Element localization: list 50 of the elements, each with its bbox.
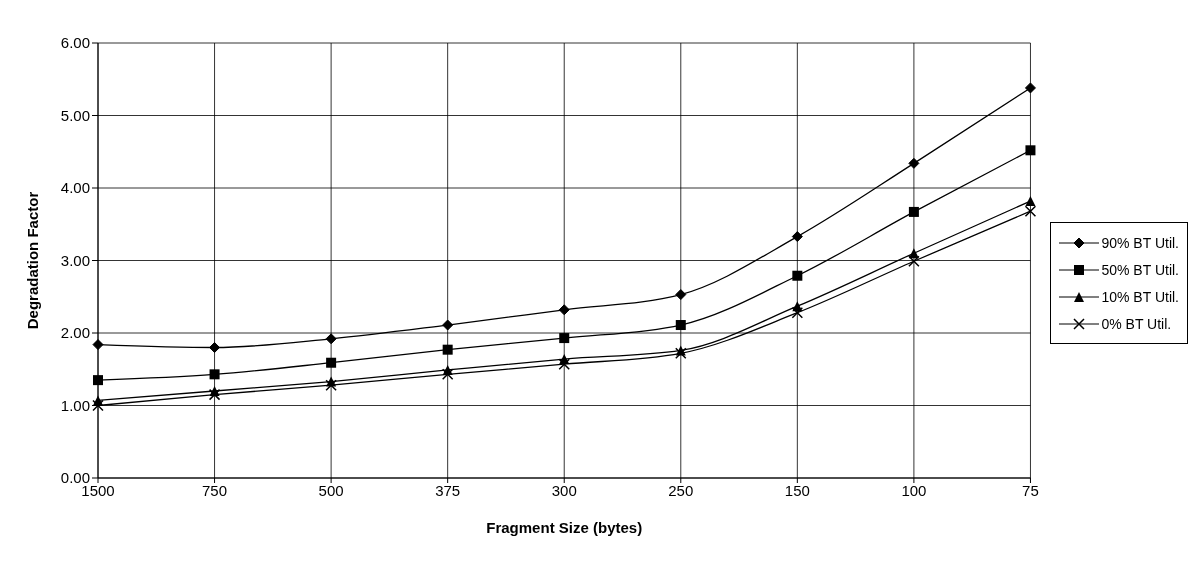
point: [675, 289, 687, 301]
point: [209, 342, 221, 353]
point: [908, 157, 920, 169]
x-tick-label: 150: [784, 481, 810, 499]
legend-label: 50% BT Util.: [1101, 261, 1179, 278]
x-axis-title: Fragment Size (bytes): [486, 519, 643, 536]
point: [558, 304, 570, 316]
point: [791, 306, 804, 319]
point: [791, 231, 803, 243]
point: [208, 388, 221, 401]
point: [441, 368, 454, 381]
point: [209, 369, 220, 380]
point: [442, 344, 453, 355]
point: [908, 255, 920, 267]
point: [325, 379, 337, 391]
point: [92, 339, 104, 351]
y-tick-label: 5.00: [60, 106, 90, 124]
x-tick-label: 100: [901, 481, 927, 499]
legend-label: 0% BT Util.: [1101, 315, 1172, 332]
point: [1024, 82, 1036, 94]
point: [1025, 145, 1036, 156]
point: [325, 333, 337, 345]
y-tick-label: 0.00: [60, 469, 90, 487]
point: [792, 270, 803, 281]
point: [1025, 196, 1036, 207]
legend-label: 90% BT Util.: [1101, 234, 1179, 251]
point: [908, 248, 919, 259]
legend-label: 10% BT Util.: [1101, 288, 1179, 305]
point: [908, 206, 919, 217]
point: [326, 357, 337, 368]
y-axis-title: Degradation Factor: [24, 191, 42, 330]
point: [675, 347, 687, 360]
point: [92, 399, 104, 412]
point: [93, 375, 103, 386]
x-tick-label: 250: [668, 481, 694, 499]
point: [559, 333, 570, 344]
point: [675, 320, 686, 331]
point: [558, 358, 570, 370]
x-tick-label: 750: [202, 481, 228, 499]
y-tick-label: 1.00: [60, 396, 90, 414]
x-tick-label: 500: [318, 481, 344, 499]
point: [442, 319, 454, 331]
y-tick-label: 4.00: [60, 179, 90, 197]
x-tick-label: 75: [1022, 481, 1039, 499]
x-tick-label: 375: [435, 481, 461, 499]
y-tick-label: 6.00: [60, 34, 90, 52]
point: [1024, 205, 1037, 217]
y-tick-label: 3.00: [60, 251, 90, 269]
x-tick-label: 300: [551, 481, 577, 499]
y-tick-label: 2.00: [60, 324, 90, 342]
